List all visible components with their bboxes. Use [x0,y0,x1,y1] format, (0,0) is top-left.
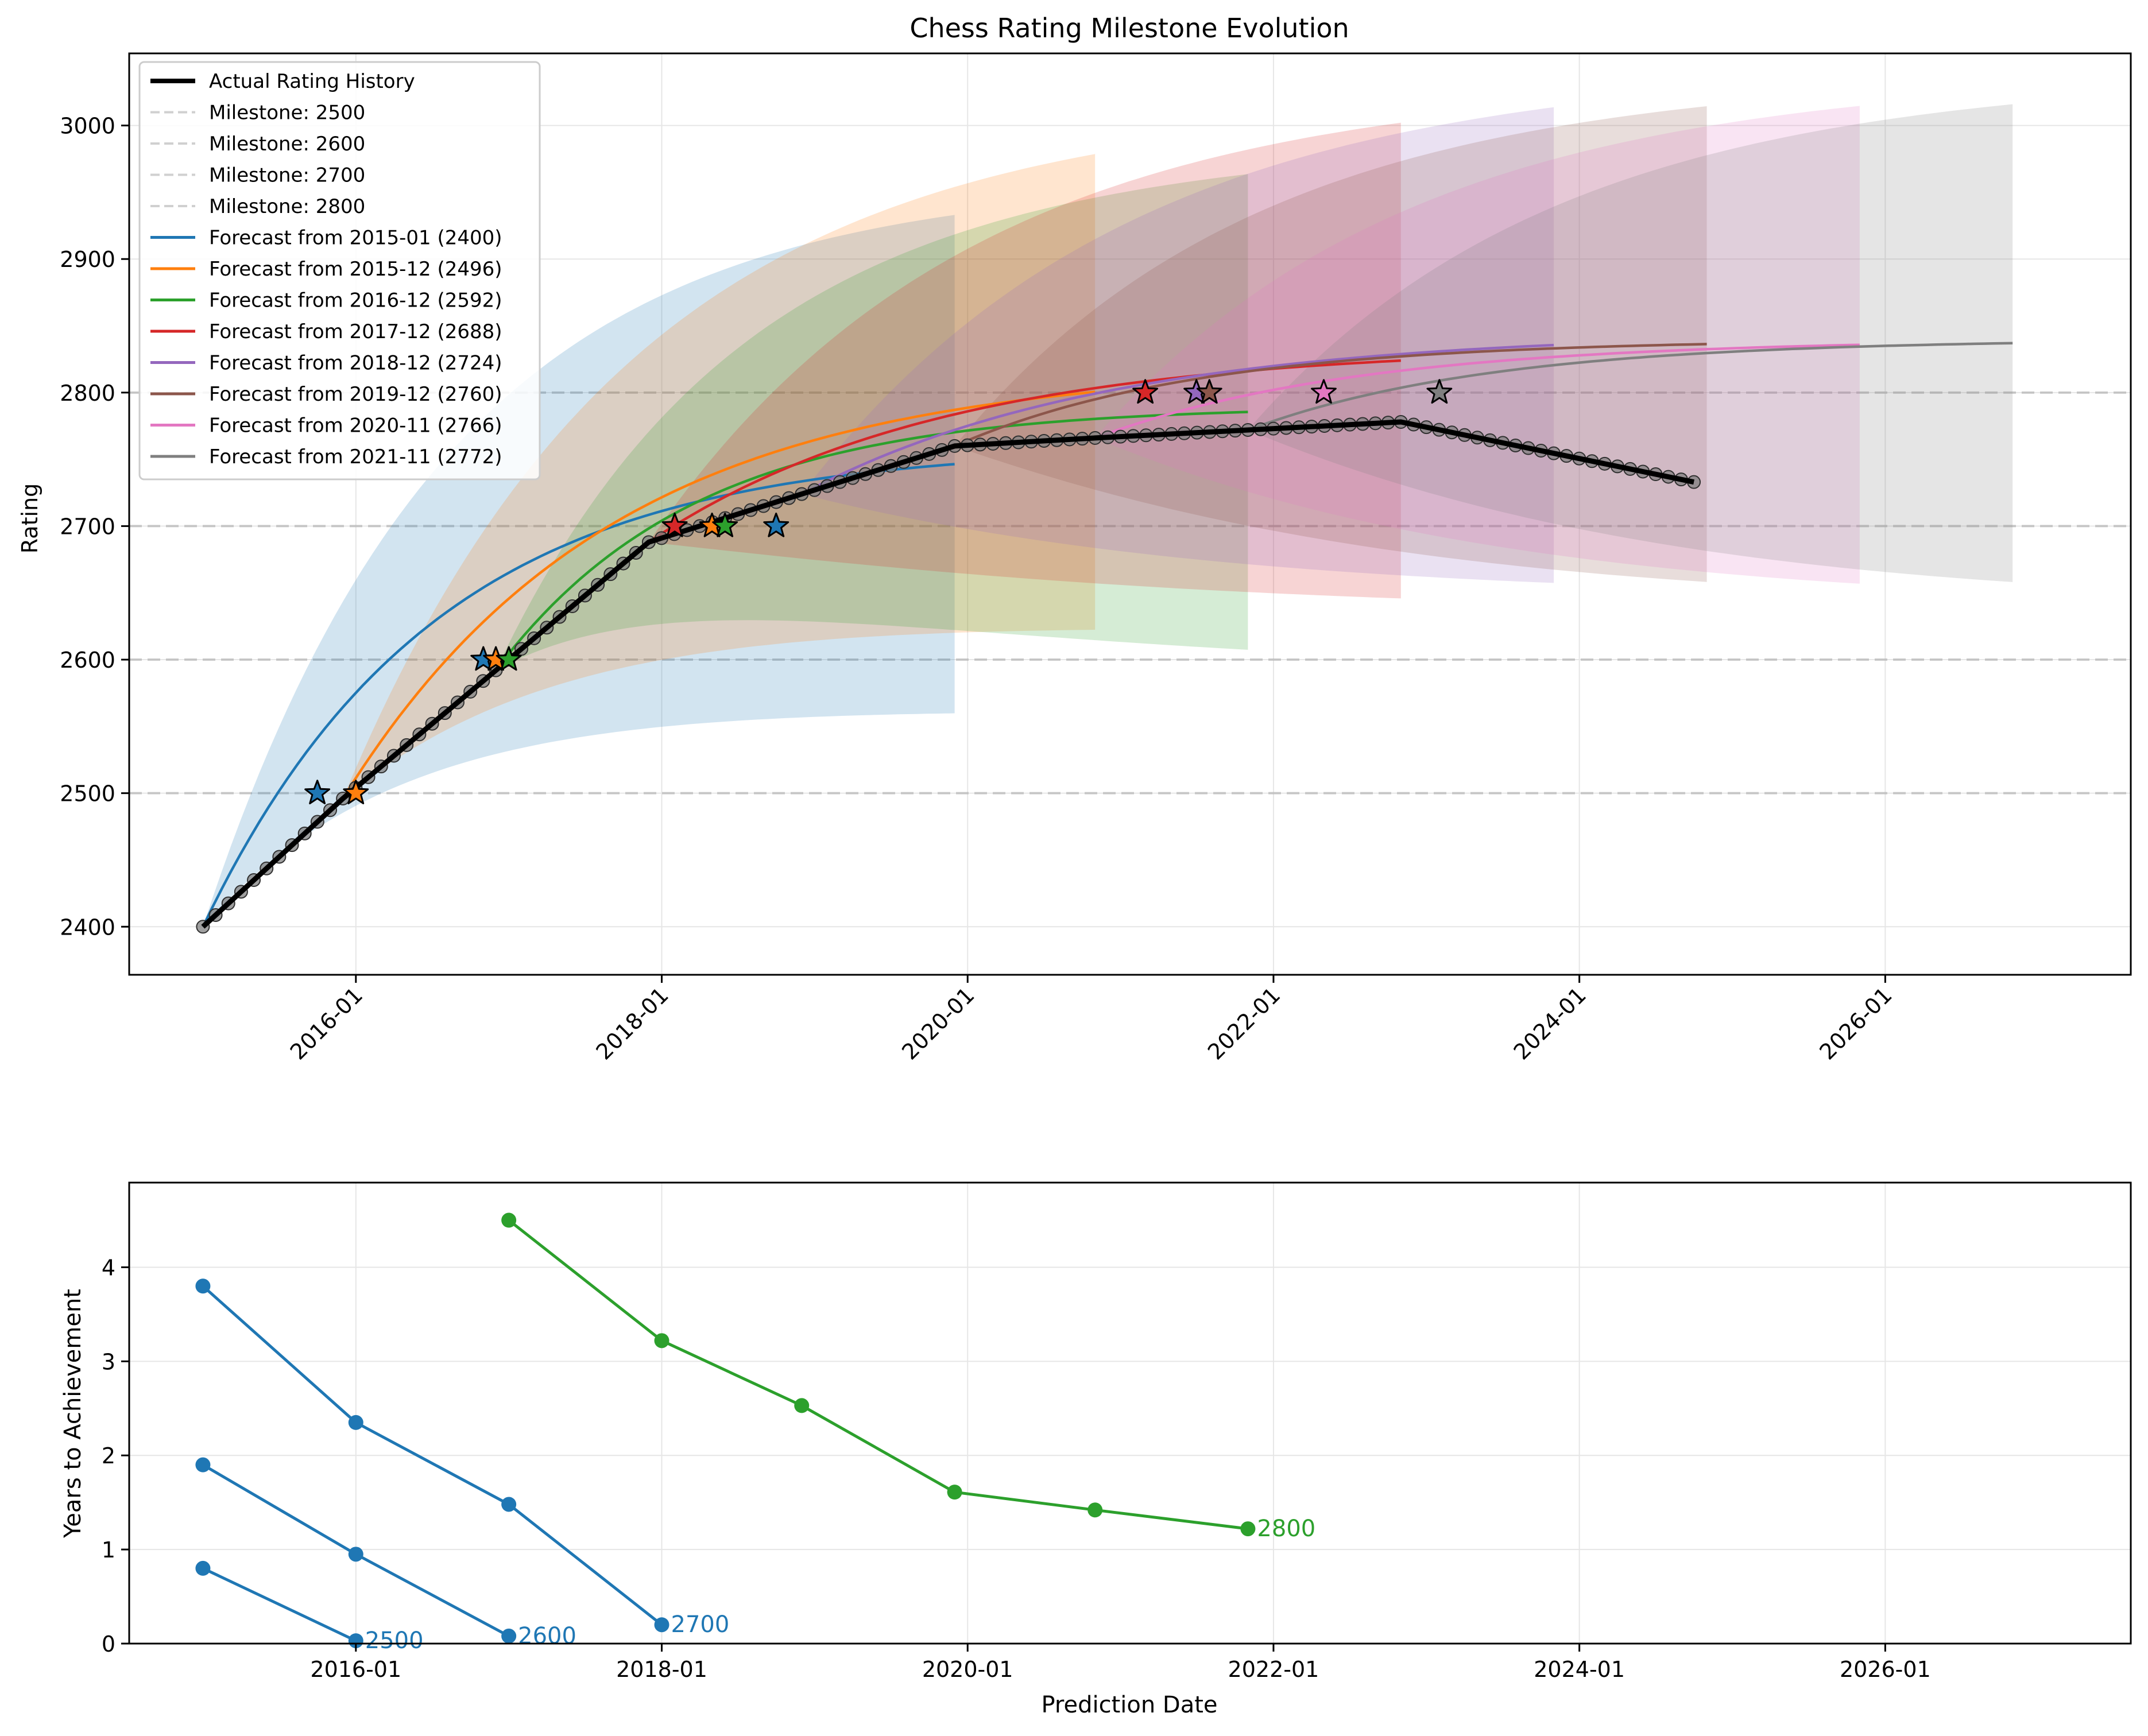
milestone-star-marker [343,780,369,804]
legend-label: Forecast from 2020-11 (2766) [209,414,502,437]
years-marker [195,1457,211,1472]
bottom-y-tick-label: 4 [102,1255,115,1280]
legend-label: Milestone: 2600 [209,133,365,156]
years-marker [348,1415,363,1430]
legend-label: Forecast from 2016-12 (2592) [209,289,502,312]
forecast-band [203,215,955,927]
legend-label: Milestone: 2700 [209,164,365,187]
years-marker [195,1560,211,1576]
chart-title: Chess Rating Milestone Evolution [909,13,1349,44]
forecast-band [1248,104,2013,582]
forecast-band [954,106,1707,582]
forecast-band [802,107,1554,583]
years-marker [501,1628,517,1644]
top-y-tick-label: 3000 [60,114,115,139]
milestone-star-marker [1132,379,1159,404]
top-y-axis-label: Rating [17,483,42,554]
bottom-x-tick-label: 2020-01 [922,1657,1013,1682]
milestone-end-label: 2500 [365,1628,424,1654]
milestone-star-marker [496,646,522,671]
forecast-line [494,410,1248,672]
milestone-star-marker [661,512,688,537]
forecast-band [1095,106,1860,584]
top-axes-frame [128,52,2132,976]
years-marker [654,1333,669,1348]
bottom-x-tick-label: 2018-01 [616,1657,707,1682]
bottom-x-tick-label: 2024-01 [1534,1657,1625,1682]
milestone-end-label: 2600 [518,1623,576,1649]
forecast-line [954,343,1707,447]
bottom-y-axis-label: Years to Achievement [60,1289,86,1539]
milestone-star-marker [1196,379,1222,404]
years-marker [654,1617,669,1633]
forecast-line [1094,343,1860,440]
milestone-star-marker [763,512,789,537]
bottom-y-tick-label: 1 [102,1537,115,1563]
milestone-star-marker [1426,379,1453,404]
top-y-tick-label: 2700 [60,514,115,539]
legend-label: Milestone: 2500 [209,102,365,125]
years-marker [501,1212,517,1228]
years-line [508,1219,1248,1530]
legend-label: Forecast from 2021-11 (2772) [209,445,502,468]
years-marker [195,1278,211,1294]
legend-items: Actual Rating History Milestone: 2500 Mile… [150,70,502,468]
bottom-x-axis-label: Prediction Date [1041,1692,1217,1718]
bottom-y-tick-label: 2 [102,1443,115,1468]
milestone-star-marker [304,780,331,804]
years-line [202,1567,357,1642]
bottom-gridlines [129,1183,2131,1644]
milestone-star-marker [1311,379,1337,404]
years-marker [947,1485,962,1500]
legend-label: Forecast from 2017-12 (2688) [209,320,502,343]
forecast-line [342,390,1096,800]
legend-label: Forecast from 2015-12 (2496) [209,258,502,281]
legend-label: Forecast from 2015-01 (2400) [209,227,502,250]
milestone-end-label: 2800 [1257,1516,1315,1542]
bottom-tick-labels: 2016-01 2018-01 2020-01 2022-01 2024-01 2026-… [102,1255,1931,1682]
forecast-lines [202,342,2013,928]
actual-rating-polyline [201,419,1695,929]
legend-label: Milestone: 2800 [209,195,365,218]
bottom-x-tick-label: 2026-01 [1840,1657,1931,1682]
legend-label: Forecast from 2018-12 (2724) [209,352,502,375]
top-y-tick-label: 2500 [60,781,115,807]
years-to-achievement-lines: 2500 2600 2700 2800 [195,1212,1315,1654]
milestone-stars [304,379,1453,804]
forecast-line [801,343,1554,495]
forecast-band [496,174,1248,671]
milestone-end-label: 2700 [671,1611,730,1638]
years-marker [1240,1521,1256,1537]
bottom-axes-frame [128,1181,2132,1645]
legend-box [138,61,541,480]
years-marker [501,1497,517,1512]
bottom-y-tick-label: 0 [102,1632,115,1657]
top-y-tick-label: 2800 [60,381,115,406]
top-y-tick-label: 2400 [60,914,115,940]
years-marker [1087,1502,1103,1518]
milestone-star-marker [712,512,738,537]
forecast-line [202,463,955,928]
legend-label: Actual Rating History [209,70,415,93]
years-line [202,1285,663,1626]
bottom-x-tick-label: 2022-01 [1228,1657,1319,1682]
bottom-y-tick-label: 3 [102,1349,115,1374]
top-y-tick-label: 2900 [60,247,115,272]
forecast-line [1247,342,2013,432]
top-y-tick-label: 2600 [60,648,115,673]
bottom-x-tick-label: 2016-01 [310,1657,401,1682]
legend: Actual Rating History Milestone: 2500 Mile… [138,61,541,480]
years-marker [348,1547,363,1562]
legend-label: Forecast from 2019-12 (2760) [209,383,502,406]
years-marker [794,1398,810,1413]
years-marker [348,1633,363,1649]
